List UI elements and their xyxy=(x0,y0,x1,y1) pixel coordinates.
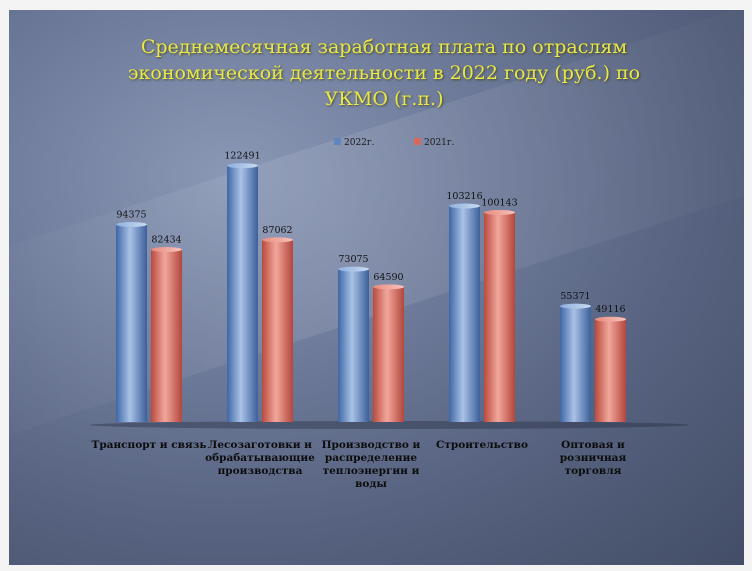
data-label: 87062 xyxy=(262,225,292,236)
x-tick-label: Строительство xyxy=(436,439,528,451)
data-label: 73075 xyxy=(338,254,368,265)
bar-top-cap xyxy=(227,163,258,169)
bar-chart: 2022г. 2021г. 94375 82434 122491 87062 73075 6… xyxy=(89,138,689,490)
bar-series-1-2 xyxy=(227,165,258,423)
bar-top-cap xyxy=(449,203,480,209)
bar-series-2-2 xyxy=(262,239,293,422)
bar-top-cap xyxy=(373,284,404,290)
data-label: 100143 xyxy=(481,197,517,208)
chart-x-axis: Транспорт и связь Лесозаготовки и обрабаты… xyxy=(92,439,627,490)
data-label: 82434 xyxy=(151,235,181,246)
data-label: 49116 xyxy=(595,304,625,315)
data-label: 122491 xyxy=(224,151,260,162)
data-label: 55371 xyxy=(560,291,590,302)
bar-top-cap xyxy=(262,237,293,243)
data-label: 64590 xyxy=(373,272,403,283)
bar-series-2-5 xyxy=(595,319,626,422)
legend-swatch-1 xyxy=(334,138,341,145)
bar-series-2-1 xyxy=(151,249,182,422)
chart-title: Среднемесячная заработная плата по отрас… xyxy=(127,36,641,110)
x-tick-label: Лесозаготовки и обрабатывающие производств… xyxy=(205,439,315,477)
bar-series-1-5 xyxy=(560,306,591,422)
data-label: 103216 xyxy=(446,191,482,202)
presentation-slide: Среднемесячная заработная плата по отрас… xyxy=(9,10,744,565)
bar-top-cap xyxy=(116,222,147,228)
bar-series-2-3 xyxy=(373,286,404,422)
legend-swatch-2 xyxy=(414,138,421,145)
data-label: 94375 xyxy=(116,210,146,221)
legend-label-1: 2022г. xyxy=(344,138,375,148)
x-tick-label: Оптовая и розничная торговля xyxy=(560,439,627,477)
bar-top-cap xyxy=(338,266,369,272)
bar-series-1-1 xyxy=(116,224,147,422)
bar-series-1-4 xyxy=(449,206,480,422)
bar-series-1-3 xyxy=(338,269,369,422)
bar-top-cap xyxy=(151,247,182,253)
bars-shadow xyxy=(89,421,689,429)
legend-label-2: 2021г. xyxy=(424,138,455,148)
chart-legend: 2022г. 2021г. xyxy=(334,138,455,148)
chart-data-labels: 94375 82434 122491 87062 73075 64590 103216100… xyxy=(116,151,625,316)
bar-top-cap xyxy=(560,303,591,309)
bar-top-cap xyxy=(484,209,515,215)
chart-bars xyxy=(89,163,689,429)
x-tick-label: Транспорт и связь xyxy=(92,439,207,451)
bar-top-cap xyxy=(595,316,626,322)
bar-series-2-4 xyxy=(484,212,515,422)
x-tick-label: Производство и распределение теплоэнергии … xyxy=(322,439,421,490)
